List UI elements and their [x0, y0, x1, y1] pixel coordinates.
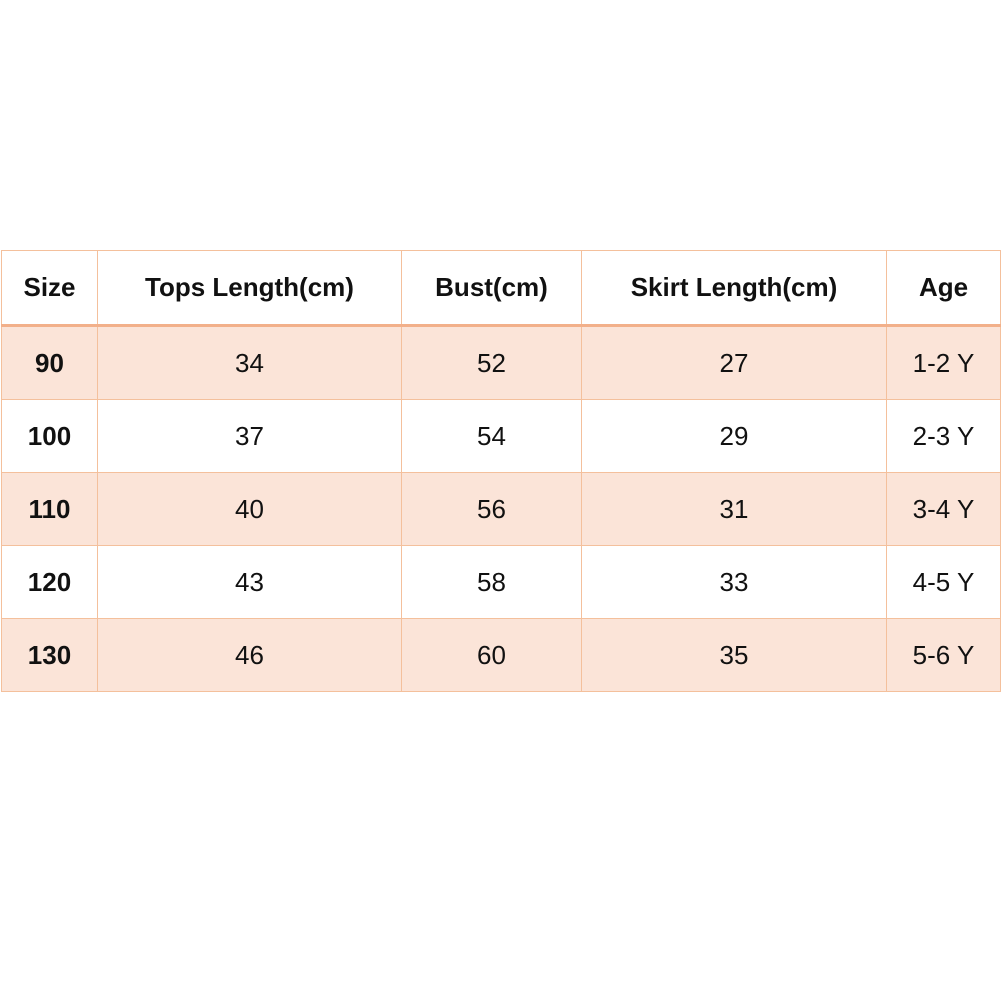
header-cell: Bust(cm)	[401, 250, 582, 327]
data-cell: 60	[401, 618, 582, 692]
header-cell: Skirt Length(cm)	[581, 250, 887, 327]
data-cell: 34	[97, 325, 402, 400]
data-cell: 1-2 Y	[886, 325, 1001, 400]
table-row: 100 37 54 29 2-3 Y	[1, 399, 1001, 473]
size-cell: 90	[1, 325, 98, 400]
data-cell: 3-4 Y	[886, 472, 1001, 546]
data-cell: 29	[581, 399, 887, 473]
header-cell: Age	[886, 250, 1001, 327]
data-cell: 40	[97, 472, 402, 546]
table-row: 130 46 60 35 5-6 Y	[1, 618, 1001, 692]
data-cell: 37	[97, 399, 402, 473]
data-cell: 31	[581, 472, 887, 546]
size-cell: 110	[1, 472, 98, 546]
header-row: Size Tops Length(cm) Bust(cm) Skirt Length(…	[1, 250, 1001, 327]
table-body: 90 34 52 27 1-2 Y 100 37 54 29 2-3 Y 110 40 56 31 3-4 …	[1, 325, 1001, 692]
data-cell: 58	[401, 545, 582, 619]
data-cell: 2-3 Y	[886, 399, 1001, 473]
data-cell: 33	[581, 545, 887, 619]
data-cell: 52	[401, 325, 582, 400]
data-cell: 56	[401, 472, 582, 546]
data-cell: 35	[581, 618, 887, 692]
data-cell: 54	[401, 399, 582, 473]
data-cell: 5-6 Y	[886, 618, 1001, 692]
header-cell: Tops Length(cm)	[97, 250, 402, 327]
table-row: 110 40 56 31 3-4 Y	[1, 472, 1001, 546]
table-row: 90 34 52 27 1-2 Y	[1, 325, 1001, 400]
table-head: Size Tops Length(cm) Bust(cm) Skirt Length(…	[1, 250, 1001, 327]
header-cell: Size	[1, 250, 98, 327]
data-cell: 43	[97, 545, 402, 619]
data-cell: 27	[581, 325, 887, 400]
size-cell: 130	[1, 618, 98, 692]
data-cell: 46	[97, 618, 402, 692]
data-cell: 4-5 Y	[886, 545, 1001, 619]
size-cell: 120	[1, 545, 98, 619]
table-row: 120 43 58 33 4-5 Y	[1, 545, 1001, 619]
size-table: Size Tops Length(cm) Bust(cm) Skirt Length(…	[1, 250, 1001, 692]
size-cell: 100	[1, 399, 98, 473]
